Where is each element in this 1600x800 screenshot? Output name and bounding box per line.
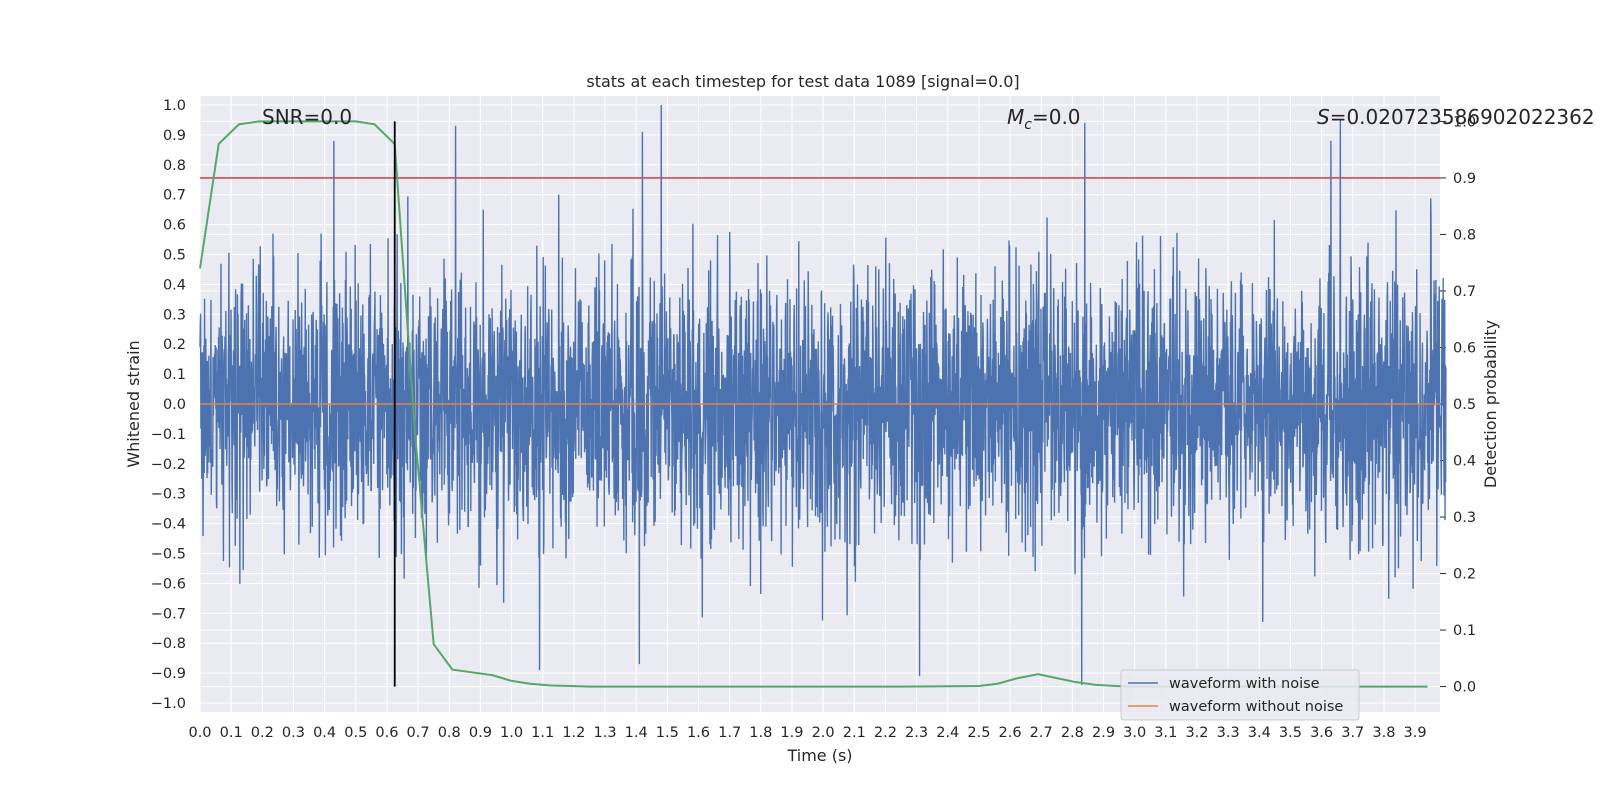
x-tick-label: 1.0 xyxy=(500,725,523,741)
chirp-mass-value: =0.0 xyxy=(1032,105,1081,129)
x-tick-label: 0.3 xyxy=(282,725,305,741)
y-tick-label: 0.8 xyxy=(163,158,186,174)
y-tick-label: 0.9 xyxy=(163,128,186,144)
x-tick-label: 3.3 xyxy=(1217,725,1240,741)
legend-label-noise: waveform with noise xyxy=(1169,676,1320,692)
x-tick-label: 1.7 xyxy=(718,725,741,741)
x-tick-label: 2.8 xyxy=(1061,725,1084,741)
x-tick-label: 3.9 xyxy=(1404,725,1427,741)
right-axis-ticks: 0.0 0.1 0.2 0.3 0.4 0.5 0.6 0.7 0.8 0.9 1.0 xyxy=(1440,114,1476,696)
y-tick-label: 0.2 xyxy=(163,337,186,353)
y-tick-label: −0.2 xyxy=(151,457,186,473)
y2-tick-label: 0.8 xyxy=(1453,227,1476,243)
x-tick-label: 0.2 xyxy=(251,725,274,741)
chirp-mass-subscript: c xyxy=(1024,117,1032,133)
y2-tick-label: 0.7 xyxy=(1453,284,1476,300)
x-tick-label: 1.6 xyxy=(687,725,710,741)
x-tick-label: 0.1 xyxy=(220,725,243,741)
legend-box xyxy=(1120,669,1360,721)
x-tick-label: 3.5 xyxy=(1279,725,1302,741)
y-tick-label: −0.5 xyxy=(151,547,186,563)
y-tick-label: 0.6 xyxy=(163,218,186,234)
y2-tick-label: 0.2 xyxy=(1453,567,1476,583)
x-tick-label: 1.2 xyxy=(562,725,585,741)
y-tick-label: −1.0 xyxy=(151,696,186,712)
x-tick-label: 2.5 xyxy=(967,725,990,741)
y-tick-label: 0.5 xyxy=(163,247,186,263)
y2-tick-label: 0.0 xyxy=(1453,680,1476,696)
y2-tick-label: 0.9 xyxy=(1453,171,1476,187)
x-tick-label: 2.6 xyxy=(999,725,1022,741)
x-tick-label: 3.8 xyxy=(1372,725,1395,741)
y-tick-label: −0.3 xyxy=(151,487,186,503)
y2-tick-label: 0.5 xyxy=(1453,397,1476,413)
x-tick-label: 0.0 xyxy=(188,725,211,741)
x-tick-label: 0.7 xyxy=(407,725,430,741)
y-tick-label: −0.7 xyxy=(151,606,186,622)
y2-tick-label: 0.1 xyxy=(1453,623,1476,639)
y-tick-label: −0.1 xyxy=(151,427,186,443)
chart-title: stats at each timestep for test data 108… xyxy=(586,72,1019,91)
y-tick-label: 0.4 xyxy=(163,277,186,293)
left-axis-ticks: −1.0 −0.9 −0.8 −0.7 −0.6 −0.5 −0.4 −0.3 −0.2 −0.1… xyxy=(151,98,186,712)
x-tick-label: 0.9 xyxy=(469,725,492,741)
x-tick-label: 3.7 xyxy=(1341,725,1364,741)
y-tick-label: −0.9 xyxy=(151,666,186,682)
y-tick-label: 1.0 xyxy=(163,98,186,114)
snr-annotation: SNR=0.0 xyxy=(262,105,352,129)
y2-tick-label: 0.3 xyxy=(1453,510,1476,526)
x-tick-label: 1.9 xyxy=(780,725,803,741)
legend-label-clean: waveform without noise xyxy=(1169,699,1343,715)
x-tick-label: 3.2 xyxy=(1185,725,1208,741)
x-tick-label: 0.8 xyxy=(438,725,461,741)
x-axis-ticks: 0.0 0.1 0.2 0.3 0.4 0.5 0.6 0.7 0.8 0.9 1.0 1.1 1.2 1… xyxy=(188,725,1426,741)
x-tick-label: 3.4 xyxy=(1248,725,1271,741)
y2-tick-label: 0.4 xyxy=(1453,454,1476,470)
x-tick-label: 3.0 xyxy=(1123,725,1146,741)
y2-tick-label: 0.6 xyxy=(1453,340,1476,356)
x-tick-label: 1.1 xyxy=(531,725,554,741)
x-tick-label: 2.1 xyxy=(843,725,866,741)
x-tick-label: 1.5 xyxy=(656,725,679,741)
x-tick-label: 2.4 xyxy=(936,725,959,741)
s-value: =0.020723586902022362 xyxy=(1330,105,1595,129)
y-tick-label: 0.0 xyxy=(163,397,186,413)
x-tick-label: 2.7 xyxy=(1030,725,1053,741)
legend: waveform with noise waveform without noi… xyxy=(1120,669,1360,721)
y2-axis-label: Detection probability xyxy=(1481,320,1500,488)
x-tick-label: 1.3 xyxy=(593,725,616,741)
x-tick-label: 0.6 xyxy=(375,725,398,741)
x-axis-label: Time (s) xyxy=(786,746,852,765)
detection-probability-line xyxy=(199,120,1428,688)
y-tick-label: 0.3 xyxy=(163,307,186,323)
y-tick-label: −0.4 xyxy=(151,517,186,533)
x-tick-label: 1.8 xyxy=(749,725,772,741)
y-tick-label: −0.6 xyxy=(151,576,186,592)
x-tick-label: 2.3 xyxy=(905,725,928,741)
s-annotation: S=0.020723586902022362 xyxy=(1317,105,1595,129)
s-symbol: S xyxy=(1317,105,1330,129)
x-tick-label: 0.5 xyxy=(344,725,367,741)
x-tick-label: 3.6 xyxy=(1310,725,1333,741)
x-tick-label: 2.2 xyxy=(874,725,897,741)
y-tick-label: 0.7 xyxy=(163,188,186,204)
y-tick-label: −0.8 xyxy=(151,636,186,652)
x-tick-label: 2.0 xyxy=(812,725,835,741)
x-tick-label: 3.1 xyxy=(1154,725,1177,741)
chirp-mass-annotation: Mc=0.0 xyxy=(1007,105,1081,133)
y-tick-label: 0.1 xyxy=(163,367,186,383)
x-tick-label: 1.4 xyxy=(625,725,648,741)
x-tick-label: 0.4 xyxy=(313,725,336,741)
x-tick-label: 2.9 xyxy=(1092,725,1115,741)
y2-tick-label: 1.0 xyxy=(1453,114,1476,130)
chirp-mass-symbol: M xyxy=(1007,105,1024,129)
series-layer xyxy=(199,104,1447,688)
y-axis-label: Whitened strain xyxy=(124,340,143,467)
